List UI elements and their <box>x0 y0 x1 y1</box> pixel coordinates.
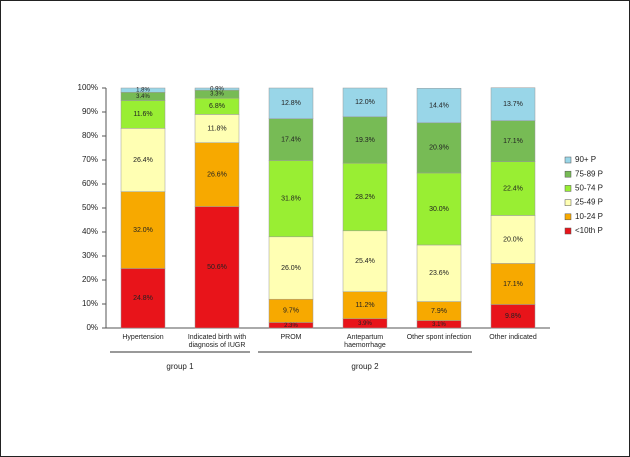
value-label: 17.1% <box>503 138 523 145</box>
bar-segment <box>194 87 240 91</box>
bar-segment <box>490 120 536 162</box>
value-label: 9.8% <box>505 313 521 320</box>
x-tick-label: PROM <box>280 334 302 341</box>
bar-segment <box>342 291 388 319</box>
value-label: 20.0% <box>503 236 523 243</box>
bar-segment <box>120 191 166 269</box>
value-label: 20.9% <box>429 145 449 152</box>
legend-swatch <box>564 227 572 235</box>
value-label: 11.8% <box>207 125 226 132</box>
bar-segment <box>194 142 240 207</box>
bar-segment <box>416 172 462 246</box>
x-tick-label: Other spont infection <box>406 334 472 341</box>
value-label: 0.9% <box>210 87 224 93</box>
value-label: 31.8% <box>281 195 301 202</box>
value-label: 6.8% <box>209 103 225 110</box>
legend-label: 10-24 P <box>575 212 603 221</box>
legend-label: 90+ P <box>575 155 596 164</box>
legend-swatch <box>564 199 572 206</box>
y-tick-label: 60% <box>82 179 98 188</box>
bar-segment <box>120 100 166 129</box>
bar-segment <box>268 87 314 119</box>
value-label: 1.8% <box>136 88 150 94</box>
bar-segment <box>120 128 166 192</box>
value-label: 28.2% <box>355 194 375 201</box>
y-tick-label: 30% <box>82 251 98 260</box>
bar-segment <box>120 268 166 329</box>
legend-label: 25-49 P <box>575 198 603 207</box>
value-label: 12.8% <box>281 100 301 107</box>
bar-segment <box>416 87 462 124</box>
legend-swatch <box>564 185 572 192</box>
y-tick-label: 20% <box>82 275 98 284</box>
y-tick-label: 70% <box>82 155 98 164</box>
bar-segment <box>120 87 166 93</box>
y-tick-label: 50% <box>82 203 98 212</box>
y-tick-label: 0% <box>86 323 98 332</box>
value-label: 26.0% <box>281 265 301 272</box>
value-label: 3.9% <box>358 321 372 327</box>
value-label: 2.3% <box>284 323 298 329</box>
value-label: 50.6% <box>207 264 227 271</box>
value-label: 17.1% <box>503 281 523 288</box>
y-tick-label: 10% <box>82 299 98 308</box>
bar-segment <box>342 162 388 232</box>
value-label: 12.0% <box>355 99 375 106</box>
value-label: 26.4% <box>133 157 153 164</box>
bar-segment <box>342 116 388 164</box>
value-label: 32.0% <box>133 227 153 234</box>
value-label: 13.7% <box>503 101 523 108</box>
value-label: 24.8% <box>133 295 153 302</box>
bar-segment <box>490 215 536 264</box>
y-tick-label: 90% <box>82 107 98 116</box>
value-label: 11.6% <box>133 111 152 118</box>
value-label: 25.4% <box>355 258 375 265</box>
group-label: group 1 <box>166 362 194 371</box>
value-label: 23.6% <box>429 270 449 277</box>
value-label: 19.3% <box>355 137 375 144</box>
value-label: 9.7% <box>283 308 299 315</box>
legend-swatch <box>564 170 572 178</box>
bar-segment <box>268 118 314 161</box>
bar-segment <box>342 230 388 293</box>
x-tick-label: Indicated birth with diagnosis of IUGR <box>187 334 247 349</box>
value-label: 30.0% <box>429 206 449 213</box>
value-label: 11.2% <box>355 302 374 309</box>
value-label: 7.9% <box>431 308 447 315</box>
group-label: group 2 <box>351 362 379 371</box>
bar-segment <box>490 263 536 305</box>
legend-swatch <box>564 213 572 221</box>
legend-label: 50-74 P <box>575 184 603 193</box>
bar-segment <box>342 87 388 118</box>
value-label: 22.4% <box>503 185 523 192</box>
bar-segment <box>490 161 536 216</box>
bar-segment <box>416 244 462 302</box>
legend-swatch <box>564 156 572 164</box>
y-tick-label: 40% <box>82 227 98 236</box>
value-label: 3.4% <box>136 94 150 100</box>
value-label: 14.4% <box>429 102 449 109</box>
x-tick-label: Antepartum haemorrhage <box>344 334 386 349</box>
bar-segment <box>194 114 240 143</box>
bar-segment <box>490 87 536 121</box>
value-label: 3.1% <box>432 322 446 328</box>
x-tick-label: Hypertension <box>122 334 164 341</box>
value-label: 17.4% <box>281 136 301 143</box>
legend-label: <10th P <box>575 226 603 235</box>
value-label: 3.3% <box>210 92 224 98</box>
bar-segment <box>268 160 314 238</box>
bar-segment <box>268 236 314 300</box>
value-label: 26.6% <box>207 171 227 178</box>
y-tick-label: 100% <box>78 83 98 92</box>
x-tick-label: Other indicated <box>489 334 537 341</box>
y-tick-label: 80% <box>82 131 98 140</box>
legend-label: 75-89 P <box>575 169 603 178</box>
bar-segment <box>416 122 462 174</box>
